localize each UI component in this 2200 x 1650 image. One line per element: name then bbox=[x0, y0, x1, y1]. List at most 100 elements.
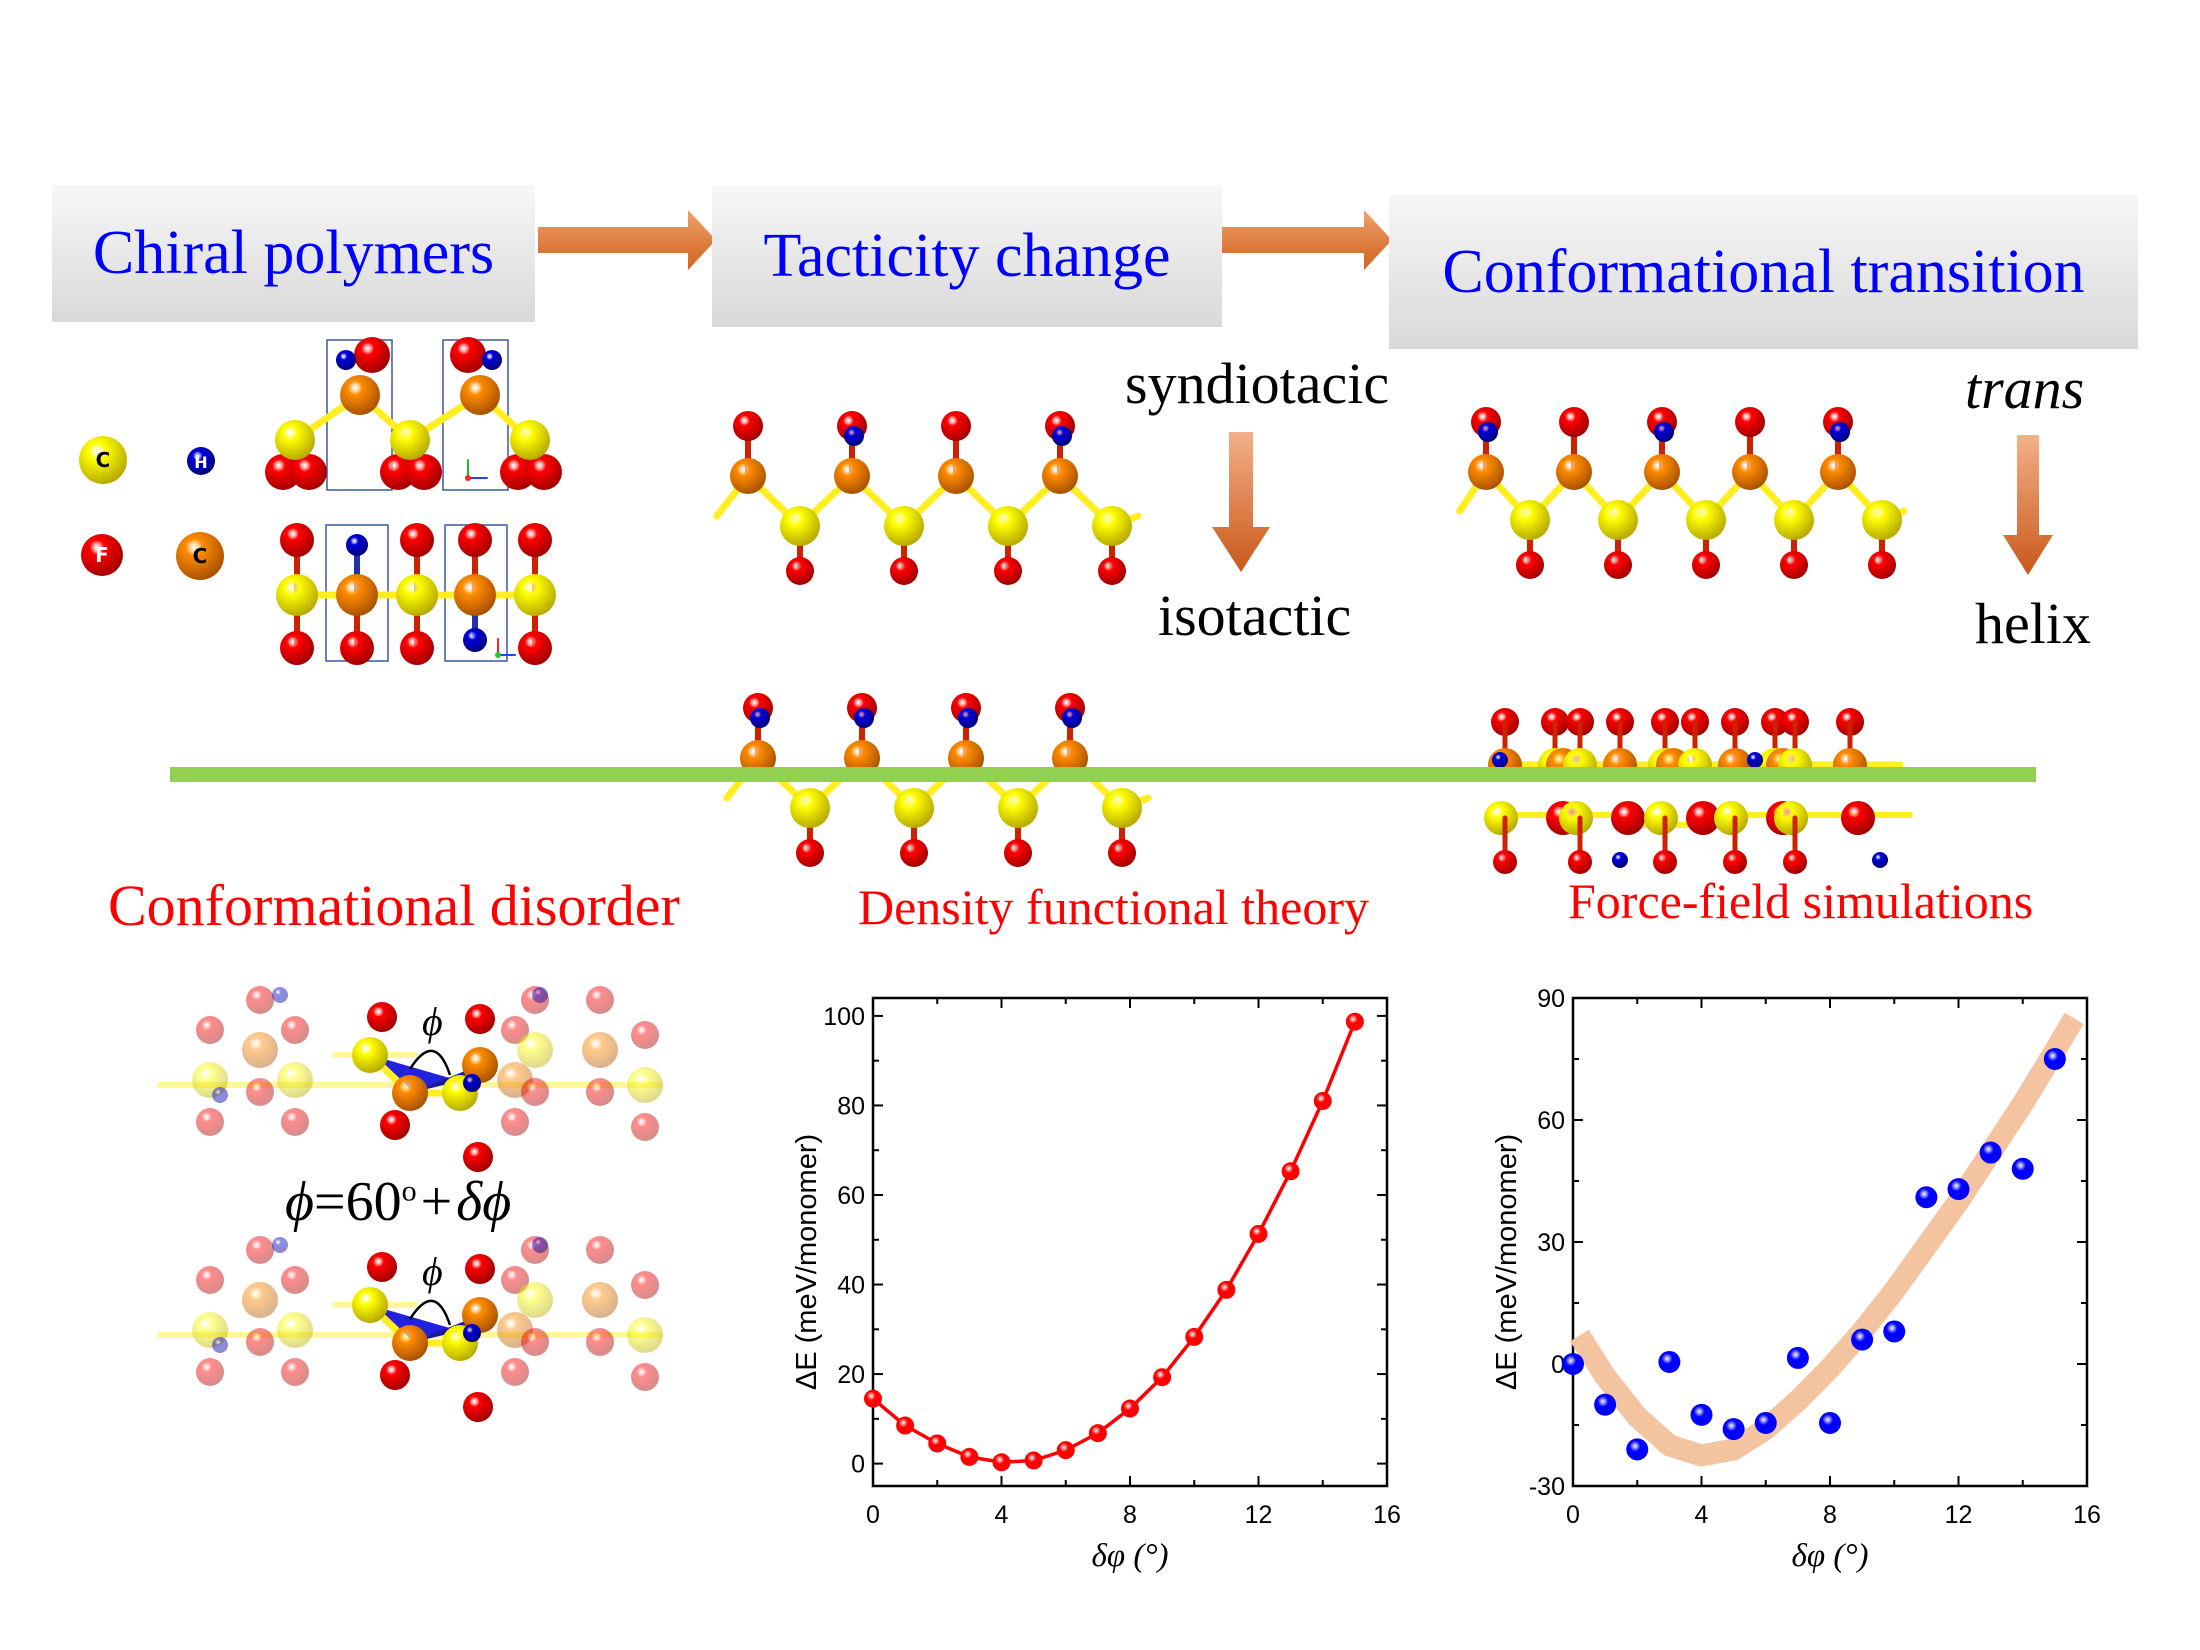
atom bbox=[938, 458, 974, 494]
atom bbox=[1841, 801, 1875, 835]
atom bbox=[500, 454, 536, 490]
atom bbox=[750, 708, 770, 728]
atom bbox=[463, 1142, 493, 1172]
atom bbox=[280, 523, 314, 557]
atom bbox=[1780, 551, 1808, 579]
degree-sign: o bbox=[401, 1174, 417, 1208]
data-point bbox=[1979, 1141, 2002, 1164]
atom bbox=[796, 839, 824, 867]
data-point bbox=[1024, 1451, 1043, 1470]
atom bbox=[400, 523, 434, 557]
atom bbox=[281, 1016, 309, 1044]
data-point bbox=[1915, 1186, 1938, 1209]
step-conformational-transition: Conformational transition bbox=[1389, 195, 2138, 349]
atom bbox=[462, 1297, 498, 1333]
data-point bbox=[1819, 1411, 1841, 1434]
atom bbox=[786, 557, 814, 585]
atom bbox=[281, 1266, 309, 1294]
syndiotactic-label: syndiotacic bbox=[1125, 351, 1390, 416]
atom bbox=[272, 1237, 288, 1253]
chiral-polymer-top-view bbox=[276, 523, 556, 665]
atom bbox=[631, 1363, 659, 1391]
atom bbox=[346, 534, 368, 556]
atom bbox=[894, 788, 934, 828]
x-tick-label: 12 bbox=[1945, 1501, 1973, 1529]
atom bbox=[1004, 839, 1032, 867]
data-point bbox=[2011, 1157, 2034, 1180]
atom bbox=[1820, 454, 1856, 490]
atom bbox=[501, 1358, 529, 1386]
angle-arrow bbox=[408, 1299, 452, 1326]
atom bbox=[1654, 422, 1674, 442]
helix-chain bbox=[1484, 708, 1913, 874]
atom bbox=[521, 1328, 549, 1356]
x-tick-label: 8 bbox=[1823, 1501, 1837, 1529]
atom bbox=[1644, 801, 1678, 835]
atom bbox=[196, 1016, 224, 1044]
equals-sixty: =60 bbox=[313, 1171, 402, 1233]
data-point bbox=[1345, 1012, 1364, 1031]
y-tick-label: 0 bbox=[1551, 1351, 1565, 1379]
angle-arrow bbox=[408, 1049, 452, 1076]
data-point bbox=[1217, 1280, 1236, 1299]
phi-symbol: ϕ bbox=[422, 1249, 443, 1294]
x-tick-label: 16 bbox=[1373, 1501, 1401, 1529]
atom-legend: C H F C bbox=[79, 436, 224, 580]
atom bbox=[1872, 852, 1888, 868]
atom bbox=[354, 337, 390, 373]
step-label: Chiral polymers bbox=[92, 219, 495, 287]
atom-symbol: C bbox=[96, 448, 111, 472]
atom bbox=[463, 628, 487, 652]
y-tick-label: 30 bbox=[1537, 1229, 1565, 1257]
data-point bbox=[1562, 1353, 1584, 1375]
atom bbox=[1612, 852, 1628, 868]
disorder-chain-bottom: ϕ bbox=[157, 1236, 663, 1422]
atom bbox=[834, 458, 870, 494]
data-point bbox=[1313, 1091, 1332, 1110]
atom bbox=[1493, 850, 1517, 874]
atom bbox=[733, 411, 763, 441]
atom bbox=[1644, 454, 1680, 490]
atom bbox=[340, 631, 374, 665]
y-tick-label: 100 bbox=[823, 1003, 865, 1031]
atom bbox=[246, 1078, 274, 1106]
atom bbox=[406, 454, 442, 490]
atom bbox=[988, 506, 1028, 546]
atom-symbol: F bbox=[95, 543, 109, 567]
atom bbox=[281, 1358, 309, 1386]
y-tick-label: 60 bbox=[837, 1182, 865, 1210]
atom bbox=[450, 337, 486, 373]
data-point bbox=[2043, 1048, 2066, 1070]
atom bbox=[1732, 454, 1768, 490]
arrow-right-icon bbox=[538, 210, 716, 270]
atom bbox=[277, 1312, 313, 1348]
atom bbox=[532, 987, 548, 1003]
atom bbox=[890, 557, 918, 585]
atom bbox=[501, 1266, 529, 1294]
atom bbox=[510, 420, 550, 460]
atom bbox=[1098, 557, 1126, 585]
atom bbox=[582, 1282, 618, 1318]
atom bbox=[276, 574, 318, 616]
atom bbox=[730, 458, 766, 494]
atom bbox=[281, 1108, 309, 1136]
atom bbox=[518, 631, 552, 665]
step-label: Tacticity change bbox=[763, 222, 1171, 290]
data-point bbox=[1690, 1403, 1713, 1426]
dihedral-equation: ϕ=60o+δϕ bbox=[285, 1170, 511, 1234]
step-tacticity-change: Tacticity change bbox=[712, 186, 1222, 327]
data-point bbox=[1185, 1327, 1204, 1346]
atom bbox=[196, 1266, 224, 1294]
series-line bbox=[871, 1021, 1357, 1465]
y-axis-label: ΔE (meV/monomer) bbox=[791, 1134, 823, 1390]
data-point bbox=[1722, 1418, 1745, 1441]
data-point bbox=[1947, 1178, 1970, 1201]
atom bbox=[367, 1002, 397, 1032]
atom bbox=[1692, 551, 1720, 579]
data-point bbox=[1786, 1346, 1809, 1369]
atom bbox=[212, 1087, 228, 1103]
y-tick-label: 90 bbox=[1537, 985, 1565, 1013]
atom bbox=[1468, 454, 1504, 490]
atom bbox=[884, 506, 924, 546]
atom bbox=[1604, 551, 1632, 579]
